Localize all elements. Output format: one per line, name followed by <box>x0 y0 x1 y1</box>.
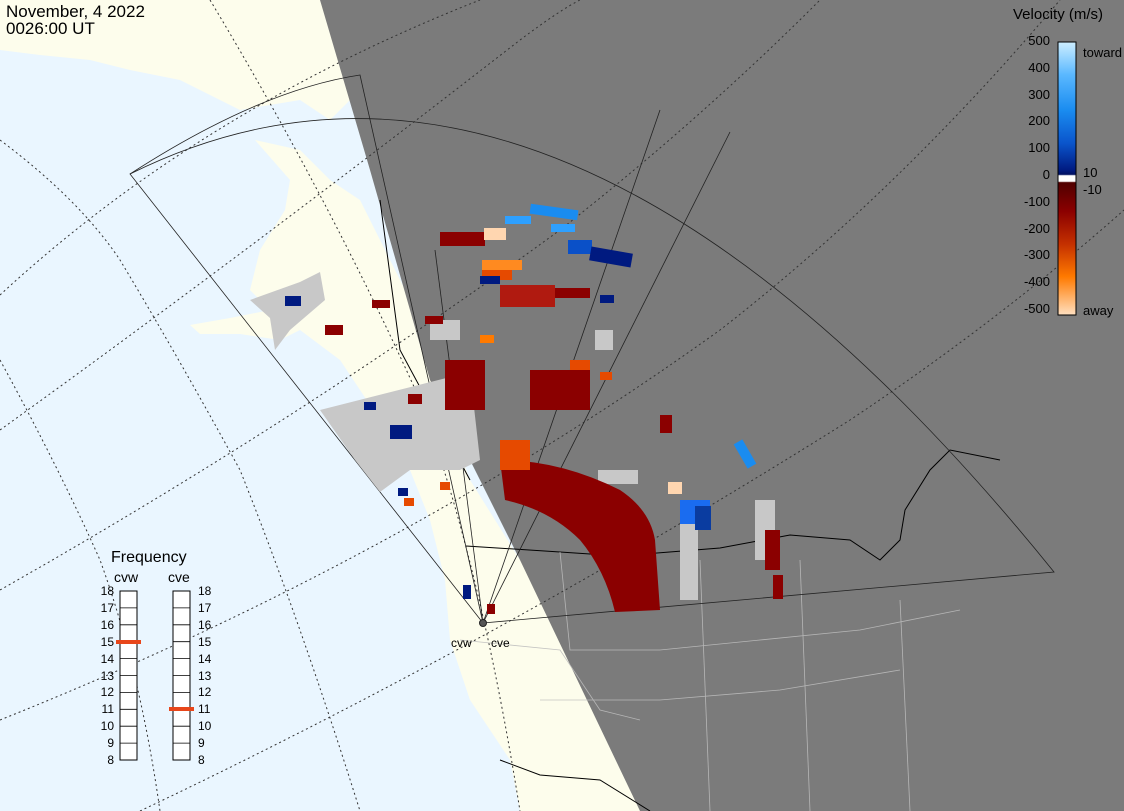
frequency-tick: 16 <box>198 617 212 632</box>
colorbar-tick: 0 <box>1042 167 1050 182</box>
frequency-tick: 15 <box>100 634 114 649</box>
frequency-tick: 14 <box>100 651 114 666</box>
land <box>0 0 640 811</box>
frequency-tick: 8 <box>107 753 114 767</box>
time-label: 0026:00 UT <box>6 19 95 38</box>
frequency-tick: 12 <box>100 685 114 700</box>
toward-label: toward <box>1083 45 1123 60</box>
frequency-tick: 10 <box>198 719 212 734</box>
site-label-west: cvw <box>451 636 472 650</box>
frequency-marker-cve <box>169 707 194 712</box>
frequency-tick: 18 <box>100 584 114 598</box>
site-label-east: cve <box>491 636 510 650</box>
frequency-tick: 17 <box>198 600 212 615</box>
frequency-tick: 12 <box>198 685 212 700</box>
frequency-tick: 16 <box>100 617 114 632</box>
legend-title: Velocity (m/s) <box>1013 6 1104 23</box>
velocity-colorbar <box>1057 41 1077 316</box>
date-label: November, 4 2022 <box>6 2 145 21</box>
colorbar-tick: 100 <box>1028 140 1050 156</box>
state-lines <box>459 551 961 811</box>
frequency-tick: 9 <box>198 736 205 751</box>
frequency-marker-cvw <box>116 639 141 644</box>
colorbar-tick: 200 <box>1028 113 1050 129</box>
colorbar-tick: 500 <box>1028 33 1050 48</box>
freq-col-cve: cve <box>168 569 190 585</box>
radar-site-marker <box>479 619 487 627</box>
colorbar-tick: -400 <box>1023 274 1050 290</box>
away-label: away <box>1083 303 1114 318</box>
colorbar-tick: 300 <box>1028 86 1050 102</box>
frequency-tick: 13 <box>100 668 114 683</box>
night-shading <box>320 0 1124 811</box>
colorbar-tick: -300 <box>1023 247 1050 263</box>
frequency-tick: 9 <box>107 736 114 751</box>
frequency-tick: 8 <box>198 753 205 767</box>
frequency-tick: 17 <box>100 600 114 615</box>
near-zero-neg-label: -10 <box>1083 182 1102 197</box>
colorbar-tick: -200 <box>1023 220 1050 236</box>
colorbar-tick: -500 <box>1023 301 1050 316</box>
freq-col-cvw: cvw <box>114 569 139 585</box>
frequency-tick: 11 <box>198 702 211 717</box>
velocity-toward-cells <box>285 203 757 599</box>
frequency-tick: 14 <box>198 651 212 666</box>
colorbar-tick: -100 <box>1023 193 1050 209</box>
frequency-tick: 13 <box>198 668 212 683</box>
near-zero-pos-label: 10 <box>1083 165 1098 180</box>
frequency-tick: 18 <box>198 584 212 598</box>
colorbar-tick: 400 <box>1028 59 1050 75</box>
frequency-tick: 10 <box>100 719 114 734</box>
frequency-tick: 15 <box>198 634 212 649</box>
frequency-tick: 11 <box>101 702 114 717</box>
velocity-away-cells <box>325 228 783 614</box>
frequency-title: Frequency <box>111 549 187 566</box>
